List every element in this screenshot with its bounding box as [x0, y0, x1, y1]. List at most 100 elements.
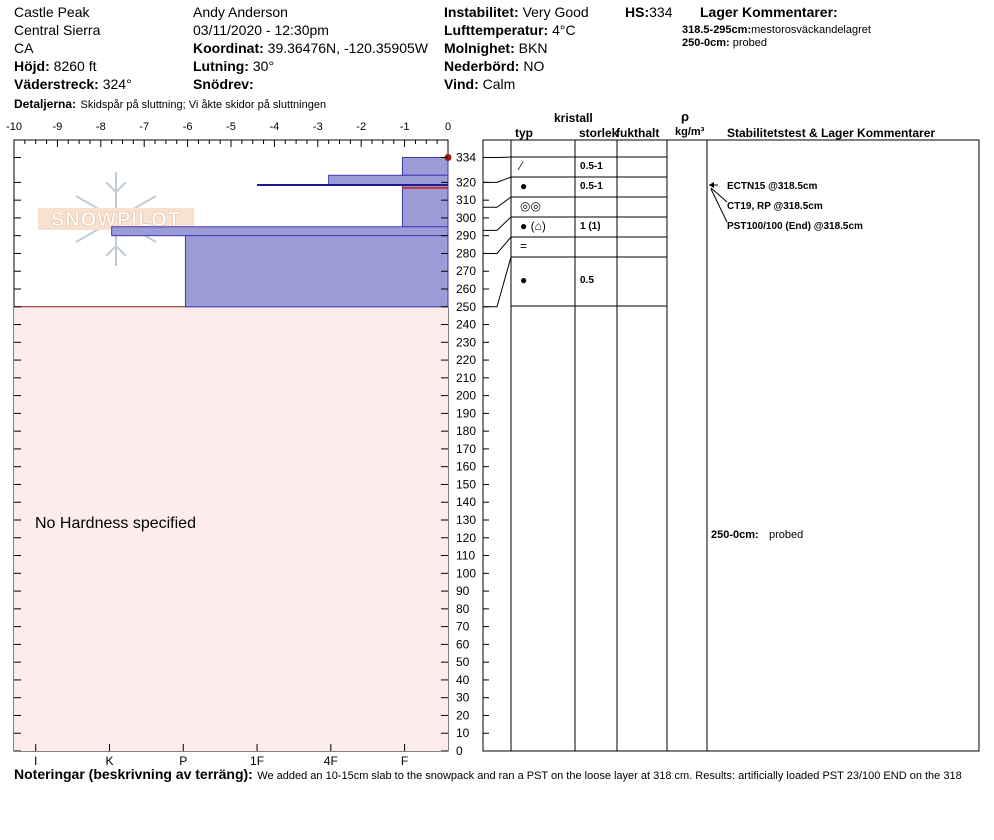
y-tick-label-4: 40 — [456, 673, 470, 687]
hardness-layer-1 — [401, 157, 449, 176]
stability-tests: ECTN15 @318.5cm CT19, RP @318.5cm PST100… — [709, 181, 863, 232]
hs-field: HS:334 — [625, 4, 672, 20]
drift-label: Snödrev: — [193, 76, 254, 92]
x-tick-label-10: 0 — [445, 121, 451, 133]
y-tick-label-31: 310 — [456, 193, 476, 207]
airtemp-label: Lufttemperatur: — [444, 22, 549, 38]
y-tick-label-3: 30 — [456, 691, 470, 705]
test-3: PST100/100 (End) @318.5cm — [727, 221, 863, 232]
crystal-size-4: 1 (1) — [580, 221, 601, 232]
y-tick-label-0: 0 — [456, 744, 463, 758]
layer-comment-2: 250-0cm: probed — [682, 37, 767, 49]
x-tick-label-9: -1 — [400, 121, 410, 133]
y-tick-label-17: 170 — [456, 442, 476, 456]
crystal-type-3: ◎◎ — [520, 199, 541, 213]
hardness-tick-label-1: K — [105, 754, 113, 768]
y-tick-label-25: 250 — [456, 300, 476, 314]
instability-field: Instabilitet: Very Good — [444, 4, 589, 20]
crystal-type-5: = — [520, 239, 527, 253]
sky-label: Molnighet: — [444, 40, 515, 56]
y-tick-label-27: 270 — [456, 264, 476, 278]
x-tick-label-2: -8 — [96, 121, 106, 133]
y-tick-label-29: 290 — [456, 229, 476, 243]
crystal-size-6: 0.5 — [580, 275, 594, 286]
elevation-field: Höjd: 8260 ft — [14, 58, 96, 74]
details-value: Skidspår på sluttning; Vi åkte skidor på… — [80, 99, 327, 111]
row-connector-1 — [483, 176, 512, 183]
y-tick-label-23: 230 — [456, 335, 476, 349]
wind-field: Vind: Calm — [444, 76, 515, 92]
y-tick-label-12: 120 — [456, 531, 476, 545]
logo-band — [38, 208, 194, 230]
notes-label: Noteringar (beskrivning av terräng): — [14, 766, 253, 782]
hardness-tick-label-2: P — [179, 754, 187, 768]
range-name: Central Sierra — [14, 22, 101, 38]
y-tick-label-7: 70 — [456, 620, 470, 634]
y-tick-label-2: 20 — [456, 708, 470, 722]
aspect-label: Väderstreck: — [14, 76, 99, 92]
size-header: storlek — [579, 126, 619, 140]
slope-field: Lutning: 30° — [193, 58, 274, 74]
crystal-size-1: 0.5-1 — [580, 161, 603, 172]
slope-label: Lutning: — [193, 58, 249, 74]
aspect-field: Väderstreck: 324° — [14, 76, 132, 92]
x-tick-label-1: -9 — [53, 121, 63, 133]
density-unit-header: kg/m³ — [675, 126, 705, 138]
y-tick-label-10: 100 — [456, 566, 476, 580]
probed-region — [14, 306, 448, 751]
sky-value: BKN — [518, 40, 548, 56]
details-field: Detaljerna: Skidspår på sluttning; Vi åk… — [14, 95, 326, 113]
y-tick-label-8: 80 — [456, 602, 470, 616]
y-tick-label-32: 320 — [456, 175, 476, 189]
y-tick-label-6: 60 — [456, 637, 470, 651]
y-tick-label-19: 190 — [456, 406, 476, 420]
aspect-value: 324° — [102, 76, 132, 92]
elevation-label: Höjd: — [14, 58, 50, 74]
crystal-type-1: ⁄ — [517, 159, 524, 173]
crystal-size-2: 0.5-1 — [580, 181, 603, 192]
precip-field: Nederbörd: NO — [444, 58, 544, 74]
probed-text: probed — [769, 529, 803, 541]
x-tick-label-7: -3 — [313, 121, 323, 133]
stability-header: Stabilitetstest & Lager Kommentarer — [727, 126, 935, 140]
y-tick-label-26: 260 — [456, 282, 476, 296]
instability-value: Very Good — [522, 4, 589, 20]
elevation-value: 8260 ft — [53, 58, 97, 74]
hardness-layer-3 — [401, 184, 449, 228]
y-tick-label-1: 10 — [456, 726, 470, 740]
coordinate-value: 39.36476N, -120.35905W — [267, 40, 428, 56]
test-1: ECTN15 @318.5cm — [727, 181, 817, 192]
row-connector-5 — [483, 256, 512, 308]
row-connector-2 — [483, 196, 512, 208]
y-tick-label-13: 130 — [456, 513, 476, 527]
observation-datetime: 03/11/2020 - 12:30pm — [193, 22, 329, 38]
moisture-header: fukthalt — [616, 126, 659, 140]
airtemp-field: Lufttemperatur: 4°C — [444, 22, 576, 38]
type-header: typ — [515, 126, 533, 140]
hardness-layer-4 — [111, 226, 449, 237]
y-tick-label-9: 90 — [456, 584, 470, 598]
y-tick-label-15: 150 — [456, 477, 476, 491]
crystal-type-6: ● — [520, 273, 527, 287]
precip-label: Nederbörd: — [444, 58, 520, 74]
hardness-tick-label-3: 1F — [250, 754, 264, 768]
location-name: Castle Peak — [14, 4, 90, 20]
test-arrow-2 — [710, 187, 728, 203]
layer-comment-1-range: 318.5-295cm: — [682, 24, 752, 36]
airtemp-value: 4°C — [552, 22, 576, 38]
hardness-tick-label-4: 4F — [324, 754, 338, 768]
y-tick-label-18: 180 — [456, 424, 476, 438]
y-tick-label-20: 200 — [456, 389, 476, 403]
layer-comment-2-text: probed — [732, 37, 768, 49]
probed-range: 250-0cm: — [711, 529, 759, 541]
layer-comment-1: 318.5-295cm:mestorosväckandelagret — [682, 24, 871, 36]
rho-header: ρ — [681, 109, 689, 124]
row-connector-4 — [483, 236, 512, 254]
crystal-header: kristall — [554, 111, 593, 125]
y-tick-label-16: 160 — [456, 460, 476, 474]
row-connector-3 — [483, 216, 512, 231]
y-tick-label-11: 110 — [456, 549, 475, 563]
hardness-tick-label-0: I — [34, 754, 37, 768]
x-tick-label-6: -4 — [270, 121, 280, 133]
